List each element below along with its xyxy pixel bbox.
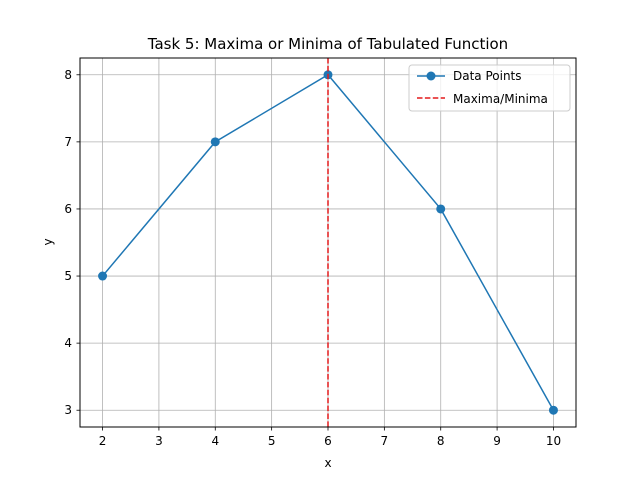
y-axis: 3 4 5 6 7 8 [64, 68, 80, 417]
plot-area [98, 58, 558, 427]
data-point [436, 204, 446, 214]
legend-label-data-points: Data Points [453, 69, 522, 83]
y-tick-label: 8 [64, 68, 72, 82]
legend-box [408, 64, 571, 112]
x-axis: 2 3 4 5 6 7 8 9 10 [99, 427, 561, 448]
y-tick-label: 6 [64, 202, 72, 216]
x-tick-label: 3 [155, 434, 163, 448]
chart-title: Task 5: Maxima or Minima of Tabulated Fu… [147, 35, 508, 53]
y-tick-label: 4 [64, 336, 72, 350]
legend-series-marker [426, 71, 436, 81]
x-axis-label: x [324, 456, 331, 470]
legend: Data Points Maxima/Minima [408, 64, 571, 112]
data-point [548, 405, 558, 415]
y-tick-label: 7 [64, 135, 72, 149]
x-tick-label: 8 [437, 434, 445, 448]
legend-label-maxima-minima: Maxima/Minima [453, 92, 548, 106]
x-tick-label: 2 [99, 434, 107, 448]
y-tick-label: 5 [64, 269, 72, 283]
x-tick-label: 10 [546, 434, 561, 448]
data-point [210, 137, 220, 147]
x-tick-label: 6 [324, 434, 332, 448]
x-tick-label: 7 [381, 434, 389, 448]
y-tick-label: 3 [64, 403, 72, 417]
x-tick-label: 5 [268, 434, 276, 448]
data-point [98, 271, 108, 281]
x-tick-label: 4 [211, 434, 219, 448]
y-axis-label: y [41, 238, 55, 245]
x-tick-label: 9 [493, 434, 501, 448]
